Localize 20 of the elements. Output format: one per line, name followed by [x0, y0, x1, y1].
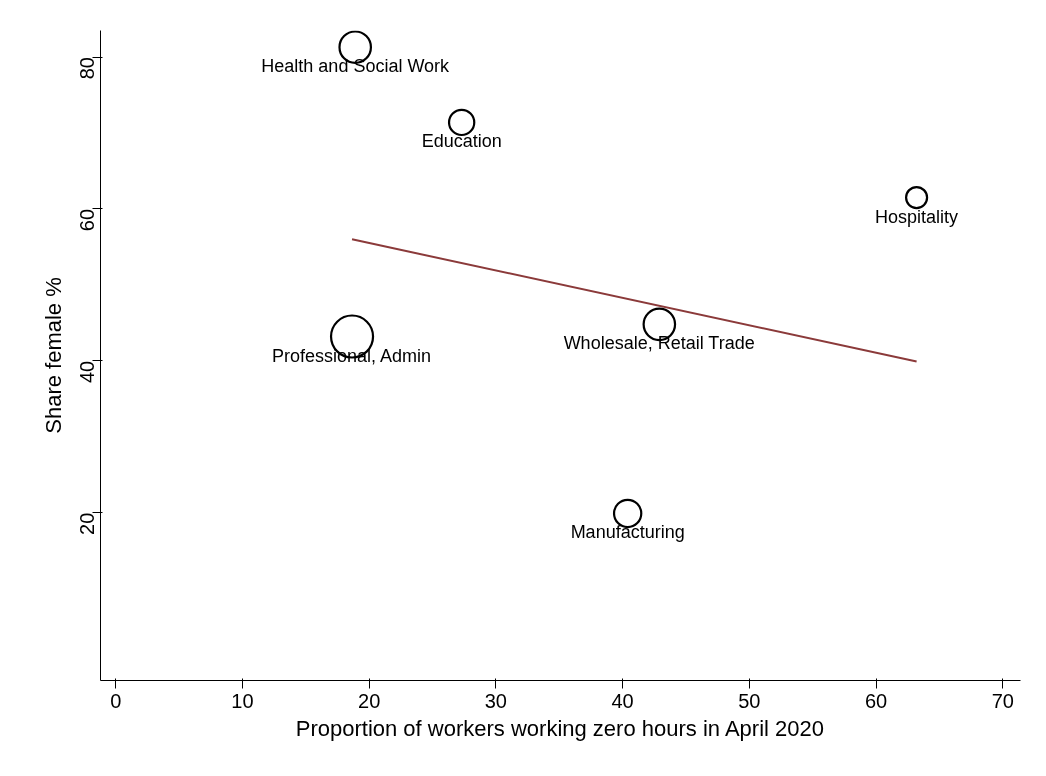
y-tick-label: 20	[76, 512, 99, 535]
annotation: Education	[421, 131, 502, 152]
x-tick-label: 40	[611, 689, 634, 712]
x-tick-label: 30	[484, 689, 507, 712]
annotation: Professional, Admin	[272, 345, 432, 366]
annotation: Wholesale, Retail Trade	[563, 333, 755, 354]
annotation: Manufacturing	[570, 522, 685, 543]
x-tick-label: 20	[358, 689, 381, 712]
x-axis-title: Proportion of workers working zero hours in April 2020	[295, 715, 825, 741]
x-tick-label: 70	[991, 689, 1014, 712]
y-tick-label: 80	[76, 57, 99, 80]
x-tick-label: 50	[738, 689, 761, 712]
x-tick-label: 10	[231, 689, 254, 712]
x-tick-label: 0	[110, 689, 122, 712]
y-tick-label: 60	[76, 208, 99, 232]
x-tick-label: 60	[864, 689, 888, 712]
annotation: Hospitality	[875, 206, 959, 227]
y-tick-label: 40	[76, 360, 99, 384]
annotation: Health and Social Work	[261, 56, 451, 77]
y-axis-title: Share female %	[40, 277, 66, 434]
